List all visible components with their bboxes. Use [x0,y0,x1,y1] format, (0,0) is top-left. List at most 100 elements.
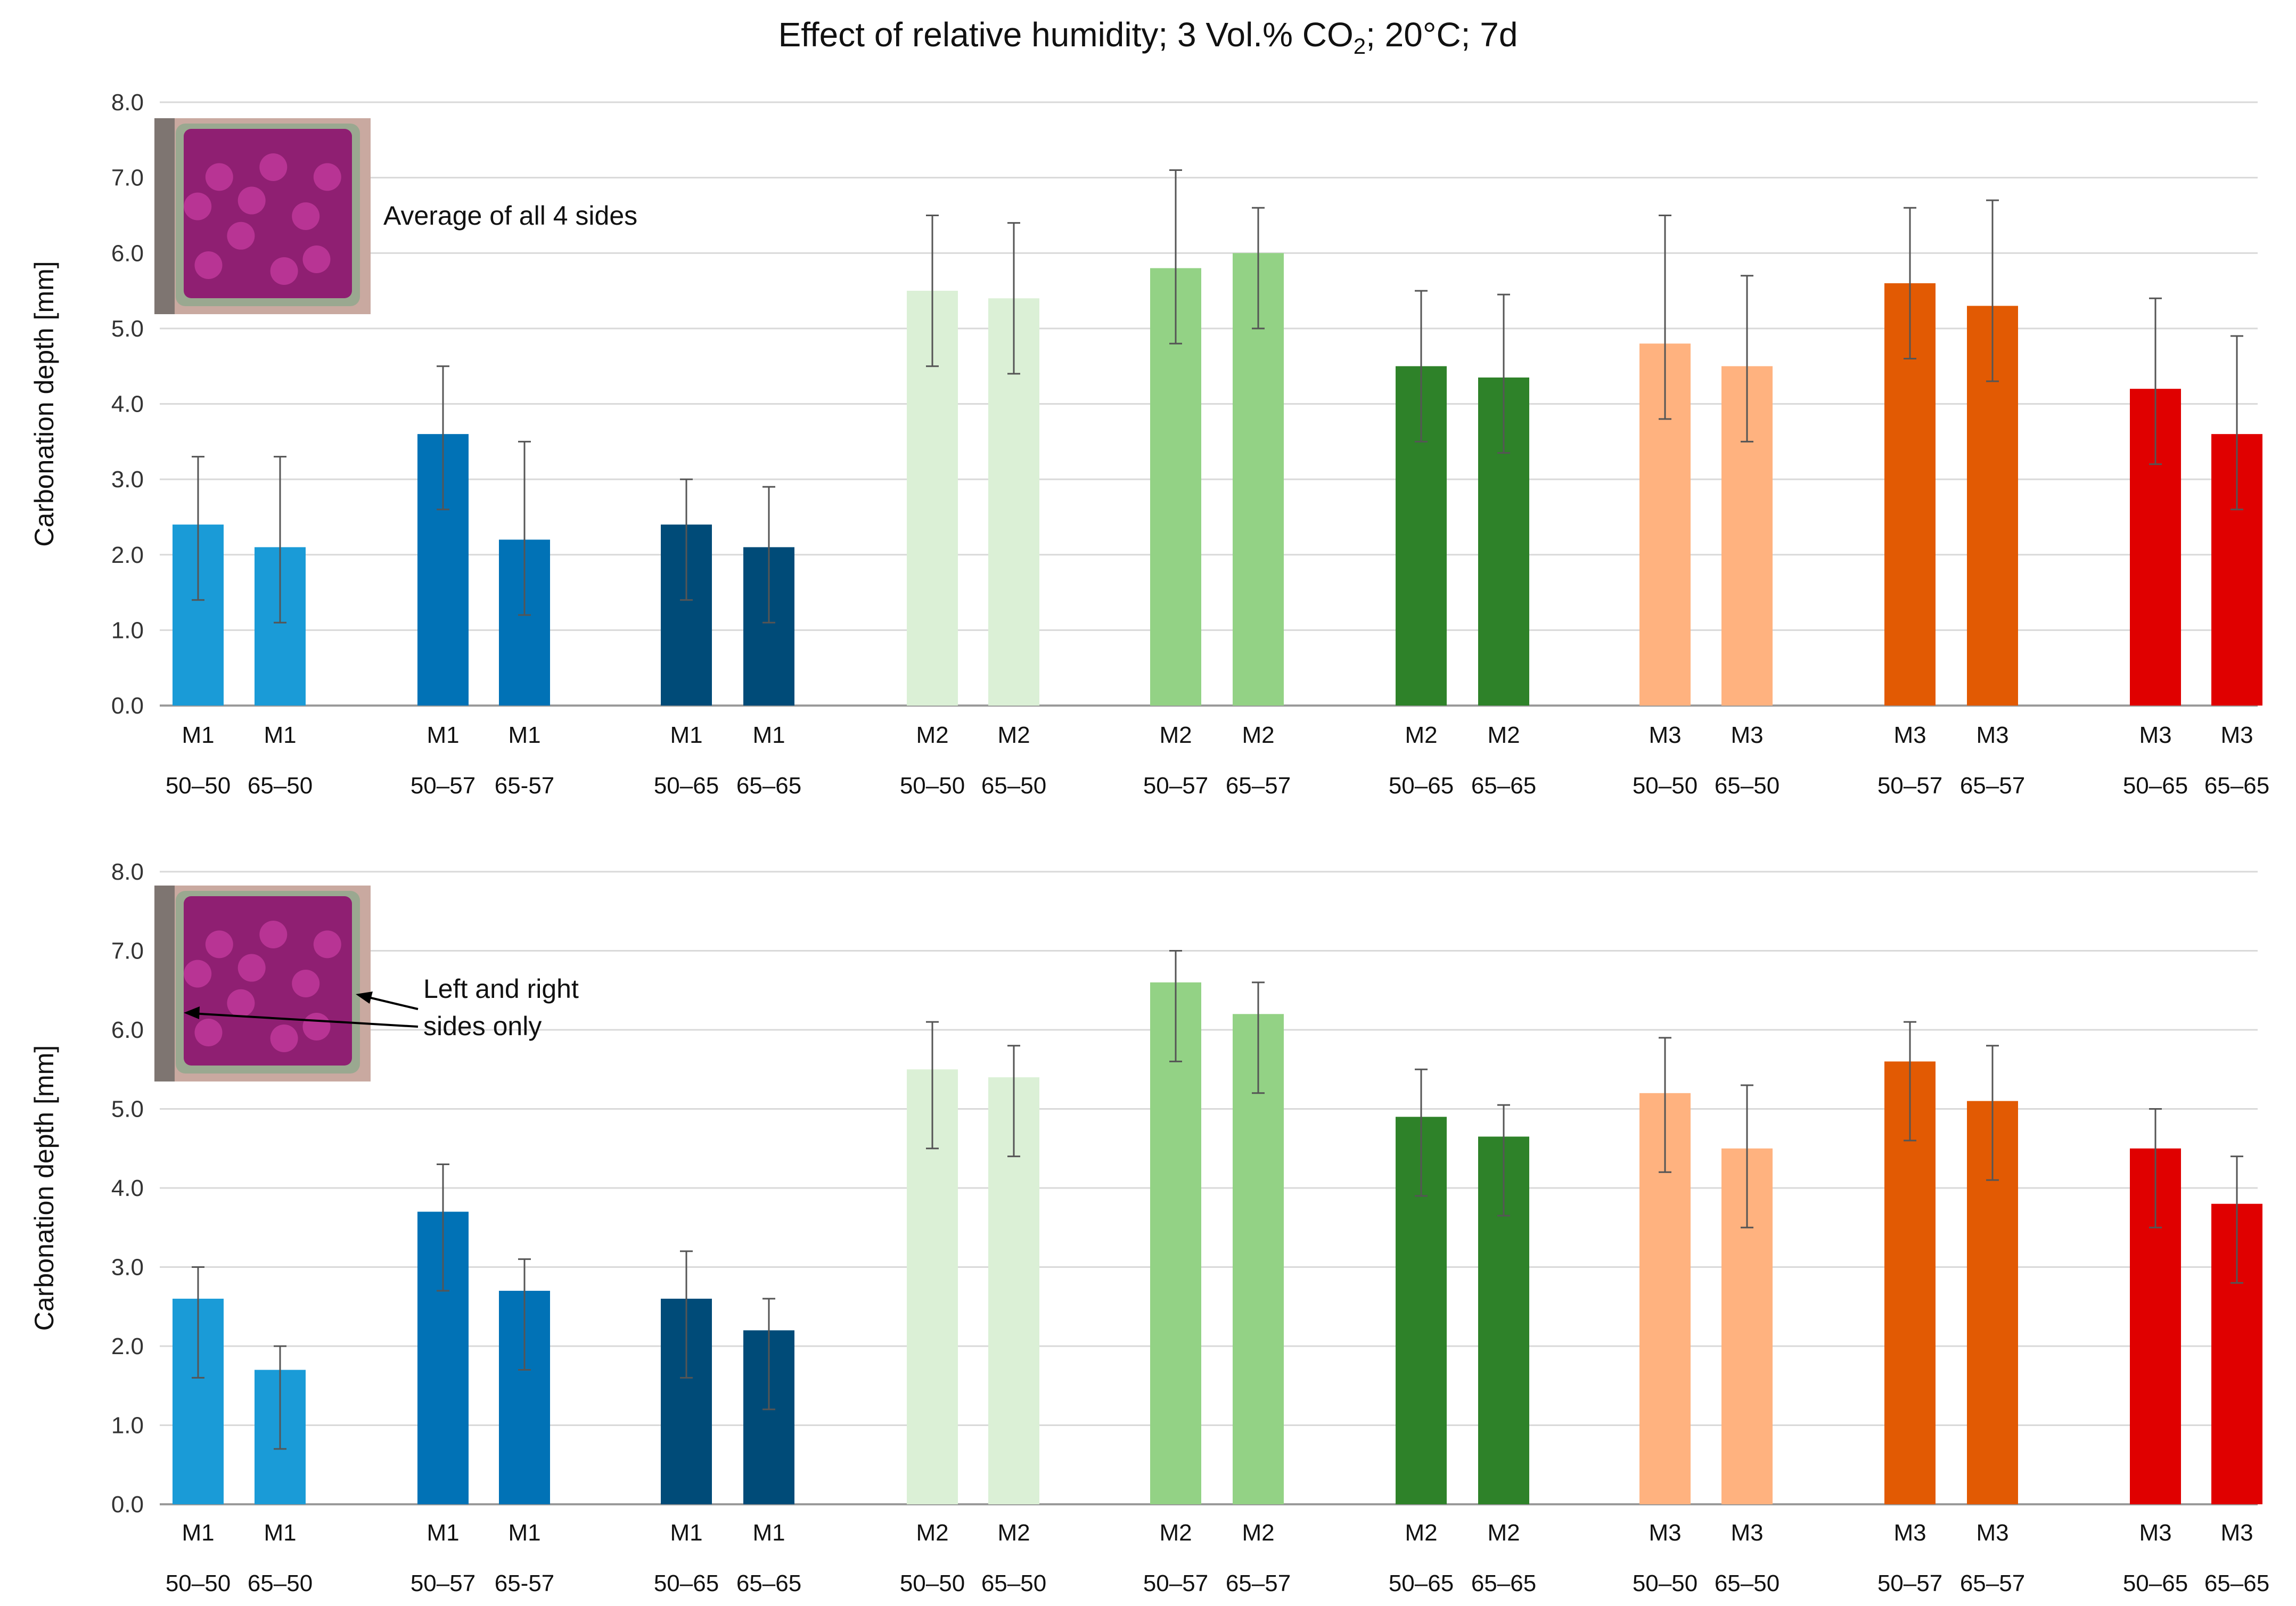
x-tick-label-mix: M2 [1487,722,1520,748]
x-tick-label-humidity: 65–65 [2204,773,2269,799]
x-tick-label-mix: M3 [1731,1520,1763,1546]
x-tick-label-humidity: 65-57 [495,1570,555,1596]
photo-shadow [154,118,175,314]
x-tick-label-mix: M2 [916,722,948,748]
photo-texture-spot [270,1025,298,1053]
photo-texture-spot [194,251,223,279]
x-tick-label-humidity: 50–65 [654,1570,719,1596]
x-tick-label-mix: M2 [1242,722,1274,748]
x-tick-label-humidity: 50–57 [1143,1570,1208,1596]
x-tick-label-mix: M2 [1405,1520,1437,1546]
x-tick-label-mix: M1 [670,1520,702,1546]
annotation-text-line1: Left and right [423,974,579,1004]
y-tick-label: 7.0 [111,938,144,964]
y-tick-label: 1.0 [111,617,144,643]
photo-texture-spot [302,1012,331,1040]
x-tick-label-mix: M1 [182,722,214,748]
x-tick-label-mix: M1 [752,722,785,748]
photo-texture-spot [227,989,255,1017]
x-tick-label-mix: M3 [1649,722,1681,748]
y-tick-label: 6.0 [111,1017,144,1043]
y-tick-label: 6.0 [111,240,144,266]
x-tick-label-mix: M1 [264,1520,296,1546]
arrow-right-side [362,995,419,1010]
x-tick-label-humidity: 50–65 [654,773,719,799]
chart-panel-1: 0.0 1.0 2.0 3.0 4.0 5.0 6.0 7.0 8.0 Carbonation d… [29,89,2269,799]
x-tick-label-mix: M1 [182,1520,214,1546]
y-tick-label: 8.0 [111,859,144,885]
x-tick-label-mix: M3 [1893,1520,1926,1546]
x-tick-label-humidity: 65–65 [1471,773,1536,799]
x-tick-label-humidity: 65–50 [1715,773,1780,799]
photo-texture-spot [205,930,233,958]
y-tick-label: 1.0 [111,1413,144,1439]
photo-texture-spot [259,921,288,948]
x-tick-label-humidity: 50–57 [411,1570,475,1596]
x-tick-label-mix: M1 [427,722,459,748]
x-tick-label-humidity: 50–50 [900,773,965,799]
x-tick-label-mix: M2 [1242,1520,1274,1546]
x-tick-label-humidity: 65–65 [736,773,801,799]
photo-shadow [154,886,175,1081]
y-tick-label: 2.0 [111,1333,144,1359]
x-tick-label-humidity: 65–65 [2204,1570,2269,1596]
x-tick-label-humidity: 50–50 [900,1570,965,1596]
x-tick-label-mix: M1 [264,722,296,748]
photo-texture-spot [259,153,288,181]
x-tick-label-humidity: 65–57 [1960,773,2025,799]
x-tick-label-mix: M3 [1976,1520,2008,1546]
x-tick-label-mix: M3 [1649,1520,1681,1546]
x-tick-label-humidity: 65–50 [981,773,1046,799]
arrow-left-side [191,1012,419,1028]
x-tick-label-mix: M1 [427,1520,459,1546]
photo-texture-spot [194,1019,223,1046]
x-tick-label-humidity: 50–57 [1877,773,1942,799]
specimen-photo [154,886,371,1081]
y-axis-label: Carbonation depth [mm] [29,261,59,546]
photo-texture-spot [302,245,331,273]
y-tick-label: 5.0 [111,316,144,342]
x-tick-label-mix: M1 [508,722,540,748]
x-tick-label-humidity: 65–50 [981,1570,1046,1596]
x-tick-label-mix: M3 [2220,722,2253,748]
x-tick-label-mix: M2 [1159,1520,1192,1546]
x-tick-label-mix: M1 [508,1520,540,1546]
x-tick-label-humidity: 65–57 [1226,1570,1291,1596]
chart-panel-2: 0.0 1.0 2.0 3.0 4.0 5.0 6.0 7.0 8.0 Carbonation d… [29,859,2269,1596]
y-tick-label: 7.0 [111,165,144,191]
y-tick-label: 8.0 [111,89,144,116]
arrowhead-left-side [184,1006,200,1019]
x-tick-label-humidity: 65–50 [248,1570,313,1596]
y-tick-label: 0.0 [111,1492,144,1518]
x-tick-label-mix: M3 [2139,1520,2171,1546]
title-subscript: 2 [1353,33,1366,59]
x-tick-label-mix: M2 [997,722,1030,748]
x-tick-label-humidity: 65–65 [1471,1570,1536,1596]
photo-texture-spot [237,954,266,982]
y-tick-label: 5.0 [111,1096,144,1122]
annotation-text-line2: sides only [423,1011,542,1041]
x-tick-label-mix: M2 [1159,722,1192,748]
title-main: Effect of relative humidity; 3 Vol.% CO [778,15,1354,54]
x-tick-label-humidity: 50–50 [1633,1570,1698,1596]
photo-texture-spot [313,163,341,191]
x-tick-label-humidity: 50–57 [411,773,475,799]
bar [1150,982,1201,1504]
x-tick-label-mix: M2 [1405,722,1437,748]
bar [1233,1014,1284,1504]
title-rest: ; 20°C; 7d [1366,15,1518,54]
x-tick-label-humidity: 50–65 [2123,1570,2188,1596]
photo-texture-spot [227,222,255,250]
photo-texture-spot [184,960,212,988]
x-tick-label-mix: M1 [752,1520,785,1546]
x-tick-label-mix: M3 [1731,722,1763,748]
x-tick-label-humidity: 50–57 [1143,773,1208,799]
x-tick-label-humidity: 50–57 [1877,1570,1942,1596]
x-tick-label-mix: M2 [1487,1520,1520,1546]
x-tick-label-humidity: 65-57 [495,773,555,799]
y-tick-label: 2.0 [111,542,144,568]
photo-texture-spot [237,186,266,215]
x-tick-label-humidity: 50–50 [1633,773,1698,799]
